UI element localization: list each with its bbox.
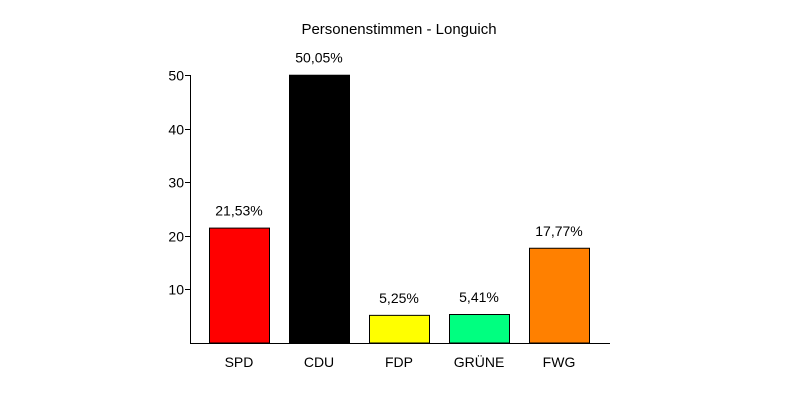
bar-spd xyxy=(209,227,270,344)
data-label: 50,05% xyxy=(295,50,342,66)
data-label: 5,25% xyxy=(379,290,419,306)
y-tick-label: 30 xyxy=(168,175,184,191)
y-tick-label: 20 xyxy=(168,229,184,245)
chart-title: Personenstimmen - Longuich xyxy=(301,21,496,38)
bar-fwg xyxy=(529,247,590,344)
data-label: 5,41% xyxy=(459,289,499,305)
y-tick-label: 40 xyxy=(168,122,184,138)
data-label: 21,53% xyxy=(215,203,262,219)
x-tick-label: SPD xyxy=(225,354,254,370)
bar-cdu xyxy=(289,74,350,344)
bar-fdp xyxy=(369,314,430,344)
y-tick-label: 50 xyxy=(168,68,184,84)
x-tick-label: CDU xyxy=(304,354,334,370)
y-tick-label: 10 xyxy=(168,282,184,298)
x-tick-label: GRÜNE xyxy=(454,353,505,370)
data-label: 17,77% xyxy=(535,223,582,239)
bar-grüne xyxy=(449,314,510,344)
x-tick-label: FWG xyxy=(543,354,576,370)
x-tick-label: FDP xyxy=(385,354,413,370)
